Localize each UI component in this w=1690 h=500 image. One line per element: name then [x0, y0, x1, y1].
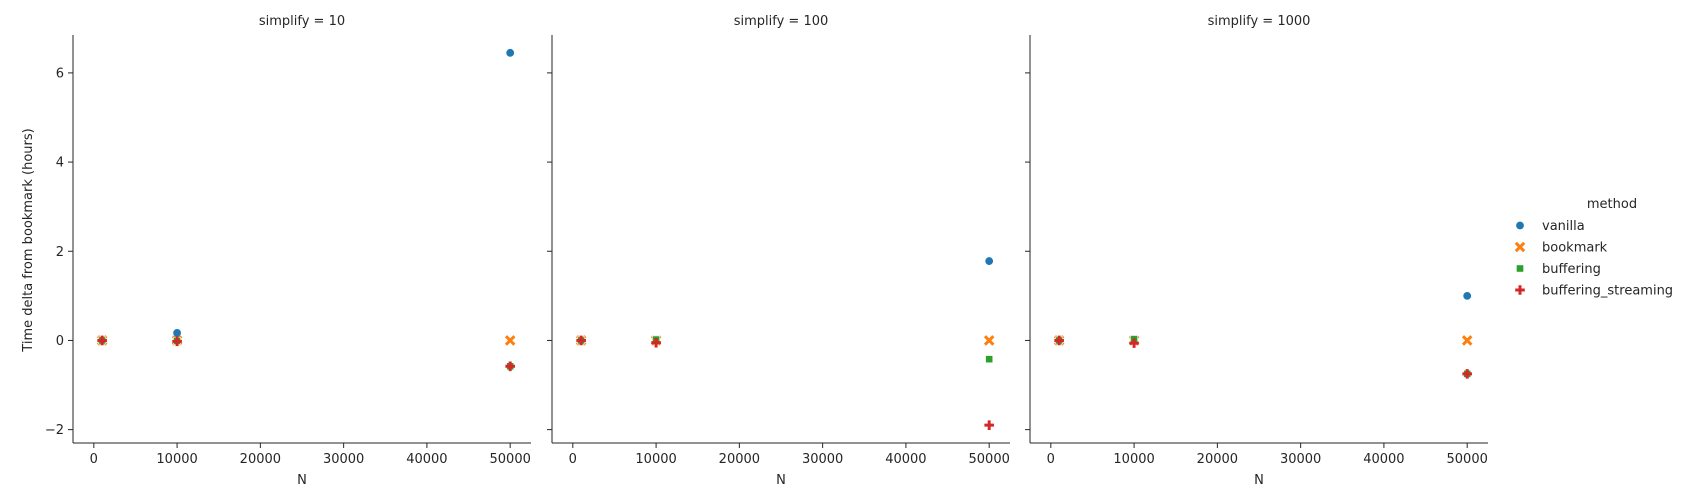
x-tick-label: 0	[90, 452, 98, 467]
data-point-buffering_streaming	[984, 420, 994, 430]
x-axis-label: N	[776, 473, 786, 488]
data-point-vanilla	[1462, 291, 1472, 301]
series-buffering	[1055, 335, 1472, 378]
legend-label: vanilla	[1542, 219, 1585, 234]
x-tick-label: 10000	[635, 452, 676, 467]
legend-entry-bookmark: bookmark	[1514, 241, 1608, 256]
x-tick-label: 30000	[1280, 452, 1321, 467]
series-buffering	[98, 336, 515, 371]
panel-3: simplify = 1000 0 10000 20000 30000 40000 5000…	[1025, 14, 1488, 488]
data-point-buffering_streaming	[505, 361, 515, 372]
x-tick-label: 0	[569, 452, 577, 467]
y-tick-label: 2	[56, 245, 64, 260]
x-tick-label: 10000	[1113, 452, 1154, 467]
data-point-buffering_streaming	[576, 335, 586, 346]
panel-title: simplify = 100	[734, 14, 829, 29]
x-tick-label: 20000	[719, 452, 760, 467]
x-tick-label: 40000	[885, 452, 926, 467]
panel-title: simplify = 10	[259, 14, 345, 29]
legend-label: buffering	[1542, 262, 1601, 277]
legend-label: buffering_streaming	[1542, 284, 1673, 299]
data-point-bookmark	[983, 335, 995, 346]
panel-2: simplify = 100 0 10000 20000 30000 40000 50000…	[547, 14, 1010, 488]
legend-entry-vanilla: vanilla	[1515, 219, 1585, 234]
data-point-bookmark	[1461, 335, 1473, 346]
y-tick-label: 4	[56, 156, 64, 171]
legend-entry-buffering: buffering	[1516, 262, 1601, 277]
data-point-vanilla	[505, 48, 515, 58]
data-point-buffering_streaming	[1462, 369, 1472, 379]
data-point-buffering_streaming	[1054, 335, 1064, 346]
series-vanilla	[1054, 291, 1472, 345]
y-tick-label: −2	[45, 423, 64, 438]
panels: simplify = 100 10000 20000 30000 40000 50000−…	[45, 14, 1488, 488]
series-vanilla	[576, 256, 994, 345]
x-tick-label: 50000	[1447, 452, 1488, 467]
legend-marker-vanilla	[1515, 221, 1525, 231]
series-buffering_streaming	[97, 335, 515, 372]
x-axis-label: N	[297, 473, 307, 488]
data-point-buffering_streaming	[1129, 338, 1139, 348]
x-tick-label: 0	[1047, 452, 1055, 467]
series-bookmark	[575, 335, 995, 346]
legend-title: method	[1587, 197, 1637, 212]
series-vanilla	[97, 48, 515, 345]
x-tick-label: 20000	[240, 452, 281, 467]
legend-entry-buffering_streaming: buffering_streaming	[1515, 284, 1673, 299]
series-bookmark	[96, 335, 516, 346]
legend-marker-buffering_streaming	[1515, 285, 1525, 295]
data-point-vanilla	[984, 256, 994, 266]
legend-label: bookmark	[1542, 241, 1608, 256]
x-tick-label: 30000	[802, 452, 843, 467]
y-tick-label: 6	[56, 66, 64, 81]
y-axis-label: Time delta from bookmark (hours)	[21, 128, 36, 352]
data-point-buffering	[985, 355, 994, 364]
legend-marker-buffering	[1516, 264, 1524, 273]
x-tick-label: 50000	[490, 452, 531, 467]
x-tick-label: 40000	[406, 452, 447, 467]
x-tick-label: 20000	[1197, 452, 1238, 467]
data-point-buffering_streaming	[97, 335, 107, 346]
series-buffering_streaming	[1054, 335, 1472, 379]
series-buffering	[577, 335, 994, 364]
series-bookmark	[1053, 335, 1473, 346]
x-tick-label: 50000	[969, 452, 1010, 467]
panel-1: simplify = 10 0 10000 20000 30000 40000 50000 −…	[45, 14, 531, 488]
data-point-buffering_streaming	[651, 337, 661, 348]
legend-marker-bookmark	[1514, 241, 1526, 253]
series-buffering_streaming	[576, 335, 994, 430]
x-tick-label: 10000	[156, 452, 197, 467]
x-tick-label: 30000	[323, 452, 364, 467]
y-tick-label: 0	[56, 334, 64, 349]
data-point-bookmark	[504, 335, 516, 346]
data-point-buffering_streaming	[172, 336, 182, 347]
x-tick-label: 40000	[1363, 452, 1404, 467]
panel-title: simplify = 1000	[1208, 14, 1311, 29]
x-axis-label: N	[1254, 473, 1264, 488]
